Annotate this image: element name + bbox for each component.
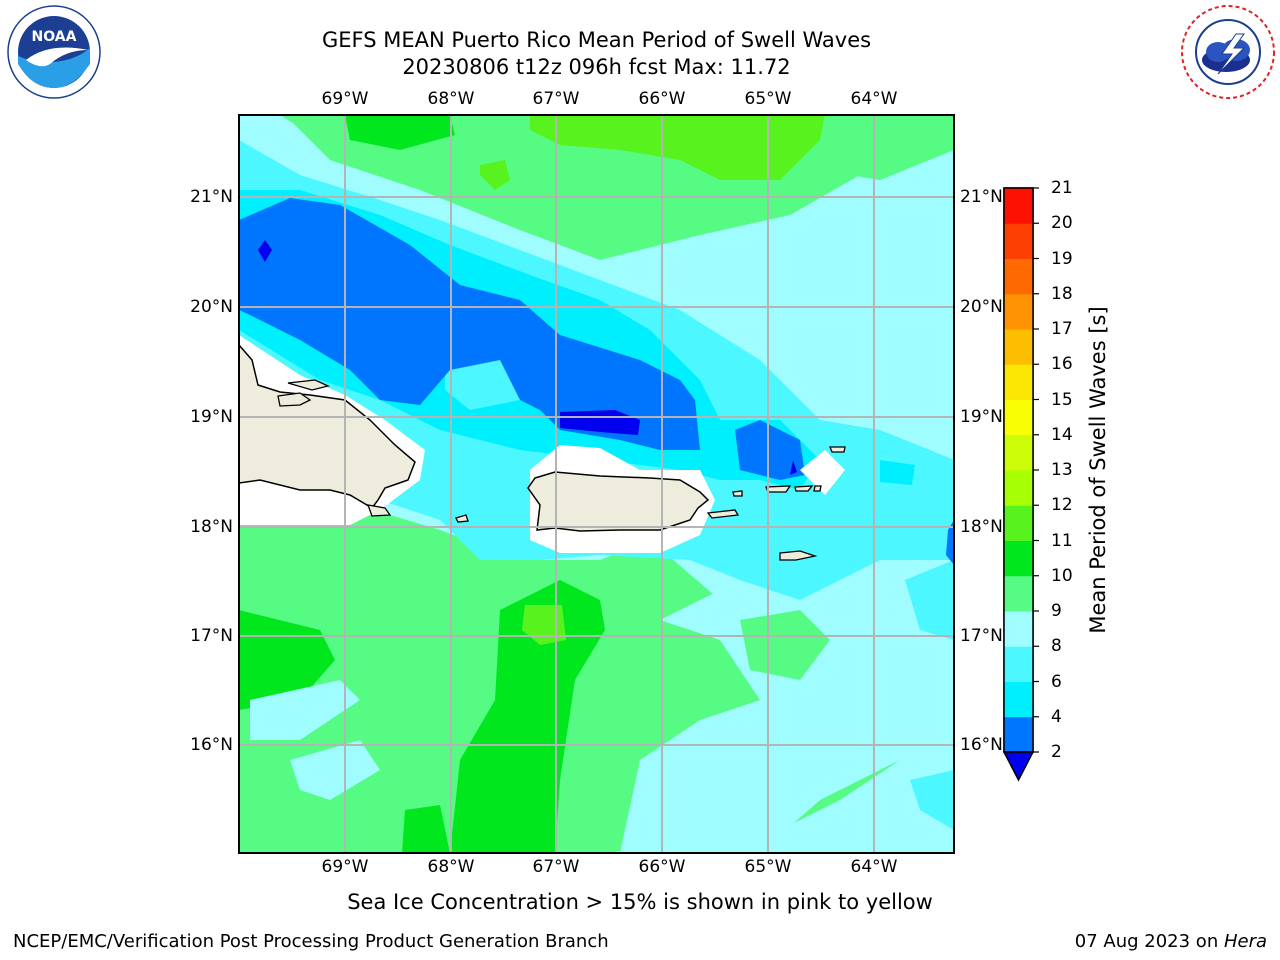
- hispaniola-land: [239, 343, 416, 509]
- lon-label-top: 68°W: [427, 89, 475, 109]
- colorbar-tick-label: 10: [1051, 565, 1073, 586]
- colorbar-tick-label: 11: [1051, 530, 1073, 551]
- lon-label-bottom: 68°W: [427, 857, 475, 877]
- lon-label-top: 66°W: [638, 89, 686, 109]
- graticule: [239, 115, 954, 853]
- band-11-12-north: [530, 115, 825, 180]
- colorbar-tick-label: 4: [1051, 706, 1062, 727]
- lat-label-left: 20°N: [190, 297, 233, 317]
- colorbar-tick-label: 16: [1051, 354, 1073, 375]
- colorbar-frame: [1003, 187, 1034, 753]
- map-frame: [238, 114, 955, 854]
- lon-label-top: 64°W: [850, 89, 898, 109]
- footer-left: NCEP/EMC/Verification Post Processing Pr…: [13, 931, 609, 952]
- lat-label-left: 18°N: [190, 517, 233, 537]
- band-10-11-central: [450, 580, 605, 853]
- colorbar-tick-label: 20: [1051, 213, 1073, 234]
- footer-date: 07 Aug 2023 on: [1074, 931, 1224, 952]
- colorbar-tick-label: 17: [1051, 319, 1073, 339]
- colorbar-tick-label: 15: [1051, 389, 1073, 410]
- noaa-logo-text: NOAA: [32, 29, 77, 45]
- lat-label-right: 16°N: [960, 735, 1003, 755]
- colorbar-tick-label: 14: [1051, 424, 1073, 445]
- lat-label-left: 21°N: [190, 187, 233, 207]
- colorbar-tick-label: 19: [1051, 248, 1073, 269]
- colorbar-tick-label: 13: [1051, 460, 1073, 480]
- map-title-line1: GEFS MEAN Puerto Rico Mean Period of Swe…: [321, 28, 872, 52]
- lon-label-bottom: 67°W: [532, 857, 580, 877]
- noaa-logo: NOAA: [7, 5, 101, 99]
- lon-label-top: 65°W: [744, 89, 792, 109]
- lat-label-left: 17°N: [190, 626, 233, 646]
- lon-label-bottom: 64°W: [850, 857, 898, 877]
- lat-label-right: 18°N: [960, 517, 1003, 537]
- map-title-line2: 20230806 t12z 096h fcst Max: 11.72: [402, 55, 791, 79]
- band-2-4: [239, 198, 700, 450]
- nws-logo: [1181, 5, 1275, 99]
- lat-label-right: 20°N: [960, 297, 1003, 317]
- colorbar-tick-label: 21: [1051, 178, 1073, 198]
- colorbar-tick-label: 18: [1051, 283, 1073, 304]
- lon-label-bottom: 65°W: [744, 857, 792, 877]
- lon-label-bottom: 69°W: [321, 857, 369, 877]
- lat-label-right: 21°N: [960, 187, 1003, 207]
- lat-label-right: 17°N: [960, 626, 1003, 646]
- colorbar-tick-label: 9: [1051, 601, 1062, 621]
- swell-period-field: [239, 115, 954, 853]
- lon-label-top: 67°W: [532, 89, 580, 109]
- lat-label-left: 19°N: [190, 407, 233, 427]
- lat-label-left: 16°N: [190, 735, 233, 755]
- colorbar-tick-label: 2: [1051, 742, 1062, 762]
- sea-ice-caption: Sea Ice Concentration > 15% is shown in …: [347, 890, 933, 914]
- colorbar-tick-label: 8: [1051, 636, 1062, 657]
- footer-host: Hera: [1223, 931, 1267, 952]
- colorbar-label: Mean Period of Swell Waves [s]: [1086, 306, 1110, 634]
- lon-label-bottom: 66°W: [638, 857, 686, 877]
- lat-label-right: 19°N: [960, 407, 1003, 427]
- footer-right: 07 Aug 2023 on Hera: [1075, 931, 1267, 952]
- colorbar-tick-label: 6: [1051, 671, 1062, 692]
- lon-label-top: 69°W: [321, 89, 369, 109]
- colorbar-tick-label: 12: [1051, 495, 1073, 516]
